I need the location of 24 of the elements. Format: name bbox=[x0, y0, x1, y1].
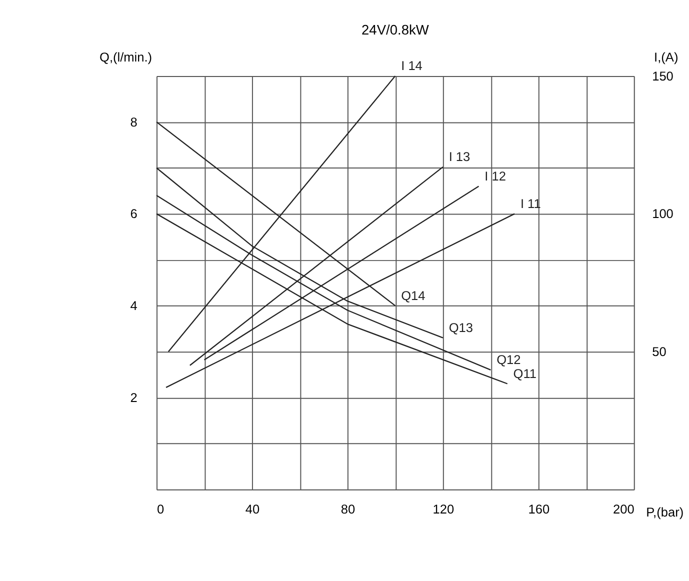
y-axis-title: Q,(l/min.) bbox=[100, 50, 152, 65]
y-tick-label: 2 bbox=[130, 390, 138, 405]
chart-title: 24V/0.8kW bbox=[362, 22, 429, 38]
series-label: Q11 bbox=[513, 366, 536, 381]
series-label: I 12 bbox=[484, 168, 506, 184]
series-label: I 14 bbox=[401, 58, 422, 74]
series-label: I 13 bbox=[448, 149, 470, 164]
x-axis-title: P,(bar) bbox=[646, 504, 684, 520]
x-tick-label: 160 bbox=[528, 502, 550, 517]
x-tick-label: 120 bbox=[432, 502, 454, 517]
y-tick-label: 6 bbox=[130, 206, 138, 222]
y2-tick-label: 50 bbox=[652, 344, 666, 360]
y2-tick-label: 150 bbox=[652, 68, 674, 84]
y2-tick-label: 100 bbox=[652, 206, 674, 222]
x-tick-label: 40 bbox=[245, 502, 260, 517]
series-label: Q14 bbox=[401, 288, 426, 303]
x-tick-label: 0 bbox=[156, 502, 164, 517]
x-tick-label: 80 bbox=[340, 502, 356, 517]
y-tick-label: 4 bbox=[130, 298, 138, 314]
x-tick-label: 200 bbox=[613, 502, 634, 517]
y2-axis-title: I,(A) bbox=[654, 50, 678, 65]
series-label: Q12 bbox=[496, 352, 521, 368]
y-tick-label: 8 bbox=[130, 114, 138, 130]
series-label: Q13 bbox=[448, 320, 474, 335]
